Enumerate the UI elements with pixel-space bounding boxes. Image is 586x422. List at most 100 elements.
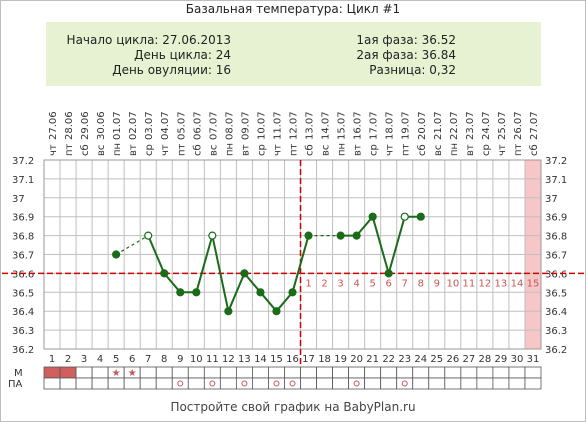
m-cell [364,366,382,379]
day-number: 11 [206,354,219,365]
date-label: 10.07 [256,111,267,140]
m-cell [524,366,542,379]
date-label: 14.07 [321,111,332,140]
cycle-start-text: Начало цикла: 27.06.2013 [66,33,231,47]
weekday-label: вт [353,144,364,156]
day-number: 29 [495,354,508,365]
m-cell [492,366,510,379]
data-point [112,250,121,259]
y-tick-label-right: 36.3 [545,326,567,337]
luteal-day-label: 4 [353,278,359,289]
m-cell [444,366,462,379]
date-label: 09.07 [240,111,251,140]
pa-cell [396,377,414,390]
m-cell [203,366,221,379]
pa-cell [252,377,269,390]
pa-cell [348,377,366,390]
data-point [224,307,233,316]
pa-cell [412,377,430,390]
data-point [160,269,169,278]
series-segment [115,235,149,256]
series-segment [227,273,246,312]
phase2-text: 2ая фаза: 36.84 [356,48,456,62]
luteal-day-label: 7 [402,278,408,289]
pa-cell [492,377,510,390]
day-number: 2 [65,354,71,365]
cycle-day-text: День цикла: 24 [134,48,231,62]
day-number: 23 [398,354,411,365]
pa-cell [107,377,125,390]
y-tick-label-left: 36.9 [12,213,34,224]
pa-cell [187,377,205,390]
weekday-label: ср [144,144,155,156]
m-cell [139,366,157,379]
date-label: 02.07 [128,111,139,140]
weekday-label: чт [497,144,508,156]
weekday-label: пн [112,143,123,156]
m-cell [59,366,77,379]
pa-cell [219,377,237,390]
series-segment [355,216,374,237]
date-label: 11.07 [272,111,283,140]
day-number: 19 [334,354,347,365]
day-number: 22 [382,354,395,365]
day-number: 12 [222,354,235,365]
luteal-day-label: 14 [511,278,524,289]
weekday-label: вт [240,144,251,156]
circle-marker-icon [177,380,184,387]
m-cell [43,366,61,379]
pa-cell [235,377,253,390]
day-number: 10 [190,354,203,365]
luteal-day-label: 6 [386,278,392,289]
weekday-label: вс [321,145,332,156]
m-cell [332,366,350,379]
pa-cell [300,377,317,390]
difference-text: Разница: 0,32 [369,63,456,77]
day-number: 15 [270,354,283,365]
y-tick-label-left: 37.2 [12,156,34,167]
plot-border [43,159,542,350]
m-cell [75,366,93,379]
weekday-label: сб [417,144,428,156]
luteal-day-label: 8 [418,278,424,289]
m-cell [252,366,269,379]
moon-icon [494,180,503,197]
pa-cell [284,377,301,390]
pa-cell [268,377,285,390]
day-number: 30 [511,354,524,365]
luteal-day-label: 9 [434,278,440,289]
day-number: 27 [462,354,475,365]
date-label: 27.06 [48,111,59,140]
m-cell [268,366,285,379]
y-tick-label-left: 36.4 [12,307,34,318]
day-number: 5 [113,354,119,365]
y-tick-label-right: 36.5 [545,288,567,299]
pa-cell [444,377,462,390]
pa-cell [43,377,61,390]
footer-link[interactable]: Постройте свой график на BabyPlan.ru [170,400,416,414]
series-segment [195,235,214,293]
pa-cell [139,377,157,390]
luteal-day-label: 15 [527,278,540,289]
pa-cell [75,377,93,390]
data-point [240,269,249,278]
weekday-label: ср [369,144,380,156]
day-number: 3 [81,354,87,365]
date-label: 15.07 [337,111,348,140]
weekday-label: вс [96,145,107,156]
date-label: 30.06 [96,111,107,140]
y-tick-label-right: 36.9 [545,213,567,224]
m-cell [155,366,173,379]
day-number: 9 [177,354,183,365]
date-label: 06.07 [192,111,203,140]
series-segment [275,291,294,312]
date-label: 21.07 [433,111,444,140]
star-icon: ★ [128,368,137,379]
y-tick-label-right: 36.7 [545,251,567,262]
m-cell [171,366,189,379]
m-cell [428,366,446,379]
weekday-label: пт [64,143,75,156]
data-point [336,231,345,240]
data-point [416,212,425,221]
